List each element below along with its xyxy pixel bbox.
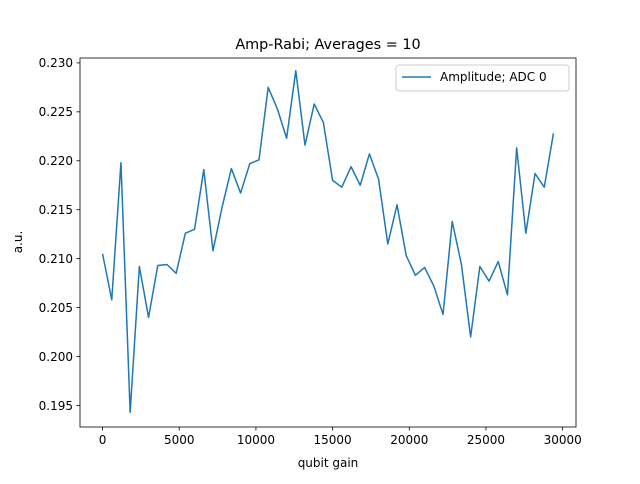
x-tick-label: 5000: [164, 433, 195, 447]
axis-ticks: 0 5000 10000 15000 20000 25000 30000 0.195 0.200…: [39, 56, 582, 447]
chart-title: Amp-Rabi; Averages = 10: [235, 37, 420, 53]
y-axis-label: a.u.: [11, 231, 25, 254]
legend-label: Amplitude; ADC 0: [440, 70, 547, 84]
x-tick-label: 10000: [237, 433, 275, 447]
y-tick-label: 0.205: [39, 301, 73, 315]
y-tick-label: 0.215: [39, 203, 73, 217]
y-tick-label: 0.230: [39, 56, 73, 70]
legend-box: [395, 64, 570, 92]
y-tick-label: 0.220: [39, 154, 73, 168]
x-tick-label: 30000: [544, 433, 582, 447]
x-tick-label: 0: [99, 433, 107, 447]
x-tick-label: 15000: [314, 433, 352, 447]
x-tick-label: 20000: [390, 433, 428, 447]
y-tick-label: 0.210: [39, 252, 73, 266]
y-tick-label: 0.200: [39, 350, 73, 364]
legend: Amplitude; ADC 0: [395, 64, 570, 92]
x-tick-label: 25000: [467, 433, 505, 447]
plot-frame: [79, 57, 577, 428]
y-tick-label: 0.195: [39, 399, 73, 413]
x-axis-label: qubit gain: [298, 456, 359, 470]
series-line: [101, 69, 555, 414]
y-tick-label: 0.225: [39, 105, 73, 119]
series-layer: [101, 69, 555, 414]
